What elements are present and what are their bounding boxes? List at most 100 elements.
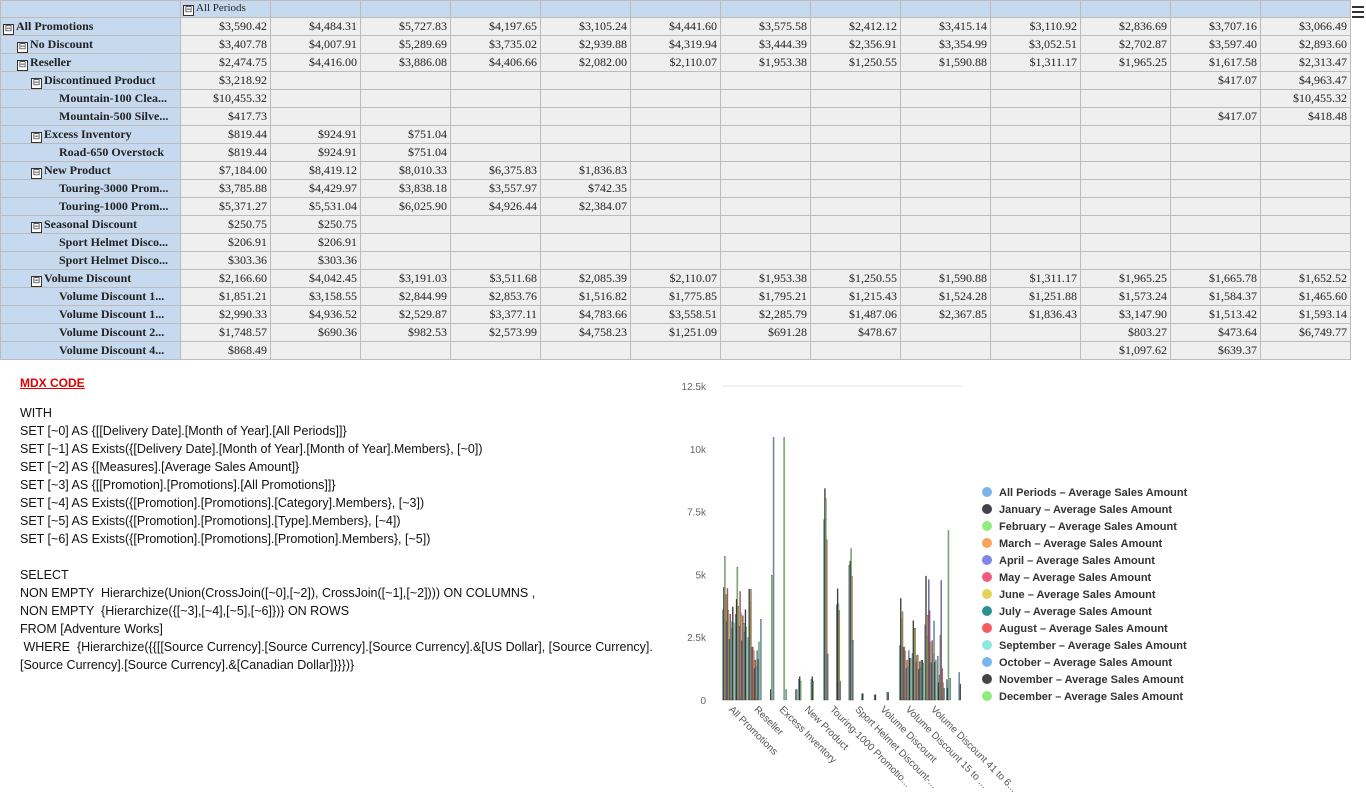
value-cell bbox=[810, 233, 901, 252]
value-cell bbox=[1170, 233, 1261, 252]
bar bbox=[750, 589, 752, 701]
value-cell: $3,415.14 bbox=[900, 17, 991, 36]
value-cell: $1,250.55 bbox=[810, 53, 901, 72]
value-cell: $3,158.55 bbox=[270, 287, 361, 306]
collapse-toggle-icon[interactable]: ⊟ bbox=[31, 222, 42, 233]
row-header[interactable]: ⊟ Seasonal Discount bbox=[0, 215, 181, 234]
value-cell bbox=[810, 341, 901, 360]
legend-item[interactable]: August – Average Sales Amount bbox=[982, 623, 1168, 635]
value-cell: $303.36 bbox=[270, 251, 361, 270]
value-cell bbox=[1080, 107, 1171, 126]
column-header-all-periods[interactable]: ⊟ All Periods bbox=[180, 0, 271, 18]
value-cell bbox=[1170, 89, 1261, 108]
value-cell: $2,110.07 bbox=[630, 269, 721, 288]
bar bbox=[770, 575, 773, 701]
collapse-toggle-icon[interactable]: ⊟ bbox=[17, 60, 28, 71]
value-cell bbox=[630, 107, 721, 126]
bar bbox=[783, 437, 785, 701]
legend-item[interactable]: March – Average Sales Amount bbox=[982, 538, 1163, 550]
table-row: ⊟ Excess Inventory $819.44 $924.91 $751.04 bbox=[0, 125, 1351, 144]
row-header[interactable]: ⊟ New Product bbox=[0, 161, 181, 180]
row-header[interactable]: ⊟ All Promotions bbox=[0, 17, 181, 36]
legend-label: October – Average Sales Amount bbox=[999, 657, 1172, 669]
collapse-toggle-icon[interactable]: ⊟ bbox=[3, 24, 14, 35]
row-header[interactable]: ⊟ Volume Discount bbox=[0, 269, 181, 288]
legend-item[interactable]: September – Average Sales Amount bbox=[982, 640, 1187, 652]
y-tick-label: 0 bbox=[700, 696, 706, 707]
row-label: New Product bbox=[44, 163, 111, 177]
legend-label: June – Average Sales Amount bbox=[999, 589, 1156, 601]
legend-item[interactable]: July – Average Sales Amount bbox=[982, 606, 1152, 618]
collapse-toggle-icon[interactable]: ⊟ bbox=[17, 42, 28, 53]
value-cell bbox=[990, 215, 1081, 234]
collapse-toggle-icon[interactable]: ⊟ bbox=[31, 78, 42, 89]
collapse-toggle-icon[interactable]: ⊟ bbox=[183, 5, 194, 16]
value-cell: $2,356.91 bbox=[810, 35, 901, 54]
value-cell: $1,836.83 bbox=[540, 161, 631, 180]
value-cell bbox=[540, 341, 631, 360]
legend-item[interactable]: February – Average Sales Amount bbox=[982, 521, 1177, 533]
collapse-toggle-icon[interactable]: ⊟ bbox=[31, 132, 42, 143]
value-cell bbox=[720, 341, 811, 360]
value-cell: $4,963.47 bbox=[1260, 71, 1351, 90]
value-cell: $2,412.12 bbox=[810, 17, 901, 36]
legend-item[interactable]: January – Average Sales Amount bbox=[982, 504, 1172, 516]
bar bbox=[826, 653, 829, 701]
value-cell: $3,052.51 bbox=[990, 35, 1081, 54]
menu-icon[interactable] bbox=[1352, 6, 1364, 21]
value-cell bbox=[900, 107, 991, 126]
value-cell bbox=[450, 107, 541, 126]
value-cell bbox=[360, 107, 451, 126]
value-cell bbox=[540, 143, 631, 162]
value-cell: $2,939.88 bbox=[540, 35, 631, 54]
legend-item[interactable]: All Periods – Average Sales Amount bbox=[982, 487, 1188, 499]
value-cell: $3,105.24 bbox=[540, 17, 631, 36]
legend-item[interactable]: April – Average Sales Amount bbox=[982, 555, 1155, 567]
row-header: Road-650 Overstock bbox=[0, 143, 181, 162]
legend-item[interactable]: June – Average Sales Amount bbox=[982, 589, 1156, 601]
table-row: Mountain-500 Silve... $417.73 $417.07 $418.… bbox=[0, 107, 1351, 126]
legend-label: April – Average Sales Amount bbox=[999, 555, 1155, 567]
row-header[interactable]: ⊟ Excess Inventory bbox=[0, 125, 181, 144]
legend-item[interactable]: November – Average Sales Amount bbox=[982, 674, 1184, 686]
table-row: ⊟ Seasonal Discount $250.75 $250.75 bbox=[0, 215, 1351, 234]
value-cell: $868.49 bbox=[180, 341, 271, 360]
value-cell: $6,375.83 bbox=[450, 161, 541, 180]
legend-label: May – Average Sales Amount bbox=[999, 572, 1152, 584]
value-cell bbox=[1170, 161, 1261, 180]
collapse-toggle-icon[interactable]: ⊟ bbox=[31, 276, 42, 287]
value-cell: $1,748.57 bbox=[180, 323, 271, 342]
value-cell bbox=[900, 143, 991, 162]
bar bbox=[887, 692, 889, 701]
column-header-cell bbox=[360, 0, 451, 18]
value-cell: $4,758.23 bbox=[540, 323, 631, 342]
value-cell bbox=[990, 233, 1081, 252]
value-cell: $3,147.90 bbox=[1080, 305, 1171, 324]
value-cell: $7,184.00 bbox=[180, 161, 271, 180]
row-header[interactable]: ⊟ Discontinued Product bbox=[0, 71, 181, 90]
value-cell: $803.27 bbox=[1080, 323, 1171, 342]
row-header[interactable]: ⊟ No Discount bbox=[0, 35, 181, 54]
legend-marker bbox=[982, 623, 992, 633]
value-cell bbox=[1260, 125, 1351, 144]
value-cell: $751.04 bbox=[360, 125, 451, 144]
legend-item[interactable]: October – Average Sales Amount bbox=[982, 657, 1172, 669]
legend-item[interactable]: May – Average Sales Amount bbox=[982, 572, 1152, 584]
legend-label: March – Average Sales Amount bbox=[999, 538, 1163, 550]
value-cell: $742.35 bbox=[540, 179, 631, 198]
bar bbox=[760, 618, 762, 701]
value-cell bbox=[450, 71, 541, 90]
value-cell bbox=[630, 215, 721, 234]
value-cell bbox=[270, 107, 361, 126]
value-cell: $3,511.68 bbox=[450, 269, 541, 288]
value-cell bbox=[900, 125, 991, 144]
legend-item[interactable]: December – Average Sales Amount bbox=[982, 691, 1183, 703]
value-cell bbox=[990, 251, 1081, 270]
column-header-label: All Periods bbox=[196, 2, 246, 14]
row-header[interactable]: ⊟ Reseller bbox=[0, 53, 181, 72]
value-cell: $690.36 bbox=[270, 323, 361, 342]
bar bbox=[799, 680, 802, 701]
collapse-toggle-icon[interactable]: ⊟ bbox=[31, 168, 42, 179]
y-tick-label: 7.5k bbox=[687, 508, 707, 519]
value-cell: $1,250.55 bbox=[810, 269, 901, 288]
